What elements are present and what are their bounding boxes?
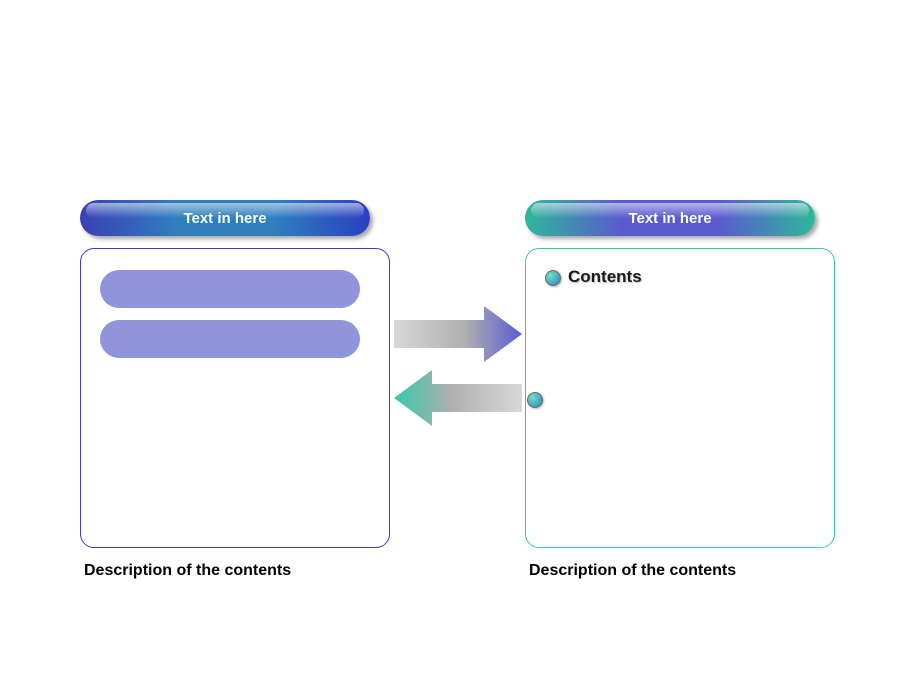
left-panel-description: Description of the contents [84, 562, 291, 580]
left-panel-header: Text in here [80, 200, 370, 236]
arrow-left-icon [394, 370, 522, 426]
bullet-icon [545, 270, 561, 286]
bullet-icon [527, 392, 543, 408]
diagram-canvas: Text in here Description of the contents… [0, 0, 920, 690]
right-panel-description: Description of the contents [529, 562, 736, 580]
right-panel-header: Text in here [525, 200, 815, 236]
bullet-label: Contents [568, 267, 642, 287]
arrow-right-icon [394, 306, 522, 362]
right-panel-header-label: Text in here [628, 210, 711, 227]
left-panel-header-label: Text in here [183, 210, 266, 227]
right-panel-body [525, 248, 835, 548]
left-lozenge-2 [100, 320, 360, 358]
left-lozenge-1 [100, 270, 360, 308]
